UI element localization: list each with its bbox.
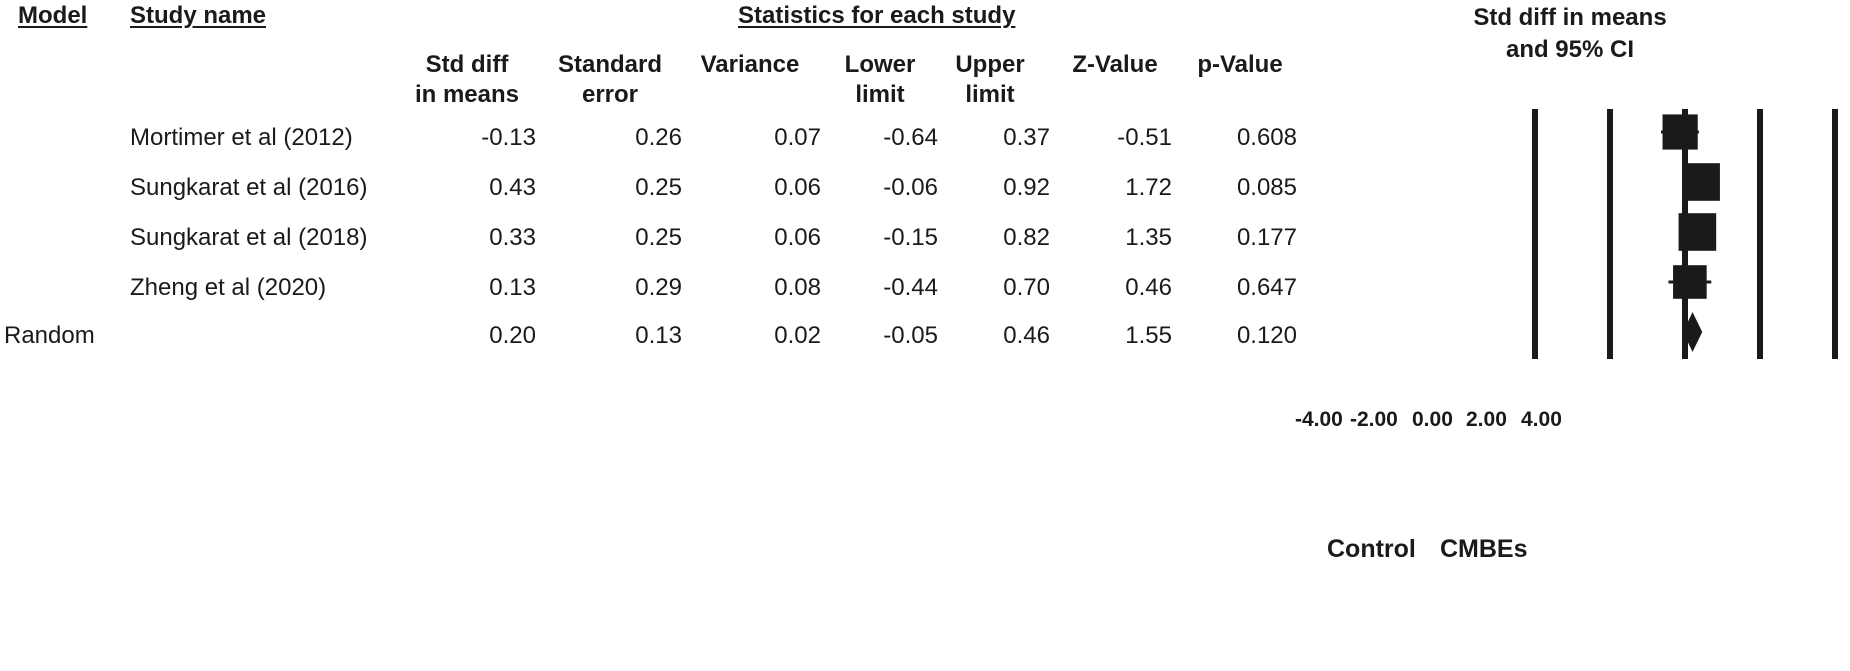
col-header-line: limit [855,81,905,108]
std-error-value: 0.26 [635,124,682,151]
std-diff-value: 0.13 [489,274,536,301]
summary-diamond [1683,312,1703,352]
z-value: 1.35 [1125,224,1172,251]
z-value: 1.72 [1125,174,1172,201]
col-header-lower-limit: Lower limit [820,50,940,110]
lower-limit-value: -0.44 [883,274,938,301]
x-tick-label: 0.00 [1412,408,1453,431]
favours-control-label: Control [1327,535,1416,563]
std-diff-value: 0.20 [489,322,536,349]
lower-limit-value: -0.05 [883,322,938,349]
variance-value: 0.06 [774,224,821,251]
col-header-line: Std diff [425,51,509,78]
col-header-z-value: Z-Value [1055,50,1175,80]
std-error-value: 0.29 [635,274,682,301]
upper-limit-value: 0.70 [1003,274,1050,301]
col-header-line: Lower [844,51,916,78]
lower-limit-value: -0.15 [883,224,938,251]
variance-value: 0.07 [774,124,821,151]
table-row: Mortimer et al (2012) -0.13 0.26 0.07 -0… [0,124,1300,154]
variance-value: 0.06 [774,174,821,201]
col-header-line: error [581,81,639,108]
p-value: 0.085 [1236,174,1297,201]
x-tick-label: -2.00 [1350,408,1398,431]
z-value: 1.55 [1125,322,1172,349]
model-header: Model [18,2,88,29]
table-row: Zheng et al (2020) 0.13 0.29 0.08 -0.44 … [0,274,1300,304]
study-marker [1678,213,1717,251]
study-name: Mortimer et al (2012) [130,124,353,151]
p-value: 0.608 [1236,124,1297,151]
p-value: 0.647 [1236,274,1297,301]
std-error-value: 0.25 [635,174,682,201]
upper-limit-value: 0.37 [1003,124,1050,151]
p-value: 0.177 [1236,224,1297,251]
study-name: Sungkarat et al (2018) [130,224,368,251]
col-header-upper-limit: Upper limit [930,50,1050,110]
col-header-variance: Variance [680,50,820,80]
model-label: Random [4,322,95,349]
plot-title-line2: and 95% CI [1505,36,1635,63]
col-header-line: Standard [557,51,662,78]
lower-limit-value: -0.06 [883,174,938,201]
col-header-line: p-Value [1197,51,1283,78]
col-header-line: Z-Value [1072,51,1158,78]
col-header-p-value: p-Value [1180,50,1300,80]
std-diff-value: 0.43 [489,174,536,201]
std-error-value: 0.25 [635,224,682,251]
lower-limit-value: -0.64 [883,124,938,151]
col-header-std-error: Standard error [540,50,680,110]
col-header-std-diff: Std diff in means [397,50,537,110]
p-value: 0.120 [1236,322,1297,349]
variance-value: 0.02 [774,322,821,349]
study-marker [1682,163,1720,201]
statistics-header: Statistics for each study [738,2,1016,29]
table-row: Sungkarat et al (2018) 0.33 0.25 0.06 -0… [0,224,1300,254]
std-diff-value: -0.13 [481,124,536,151]
study-name-header: Study name [130,2,267,29]
upper-limit-value: 0.46 [1003,322,1050,349]
study-marker [1673,265,1707,299]
plot-title: Std diff in means and 95% CI [1300,2,1840,66]
study-name: Zheng et al (2020) [130,274,327,301]
study-marker [1662,114,1698,150]
col-header-line: Variance [700,51,800,78]
variance-value: 0.08 [774,274,821,301]
upper-limit-value: 0.92 [1003,174,1050,201]
upper-limit-value: 0.82 [1003,224,1050,251]
col-header-line: in means [414,81,520,108]
col-header-line: Upper [955,51,1025,78]
std-diff-value: 0.33 [489,224,536,251]
favours-cmbes-label: CMBEs [1440,535,1528,563]
table-row-summary: Random 0.20 0.13 0.02 -0.05 0.46 1.55 0.… [0,322,1300,352]
std-error-value: 0.13 [635,322,682,349]
col-header-line: limit [965,81,1015,108]
x-tick-label: 2.00 [1466,408,1507,431]
forest-plot [1532,109,1838,359]
table-row: Sungkarat et al (2016) 0.43 0.25 0.06 -0… [0,174,1300,204]
study-name: Sungkarat et al (2016) [130,174,368,201]
x-tick-label: 4.00 [1521,408,1562,431]
z-value: 0.46 [1125,274,1172,301]
plot-title-line1: Std diff in means [1473,4,1667,31]
x-tick-label: -4.00 [1295,408,1343,431]
z-value: -0.51 [1117,124,1172,151]
